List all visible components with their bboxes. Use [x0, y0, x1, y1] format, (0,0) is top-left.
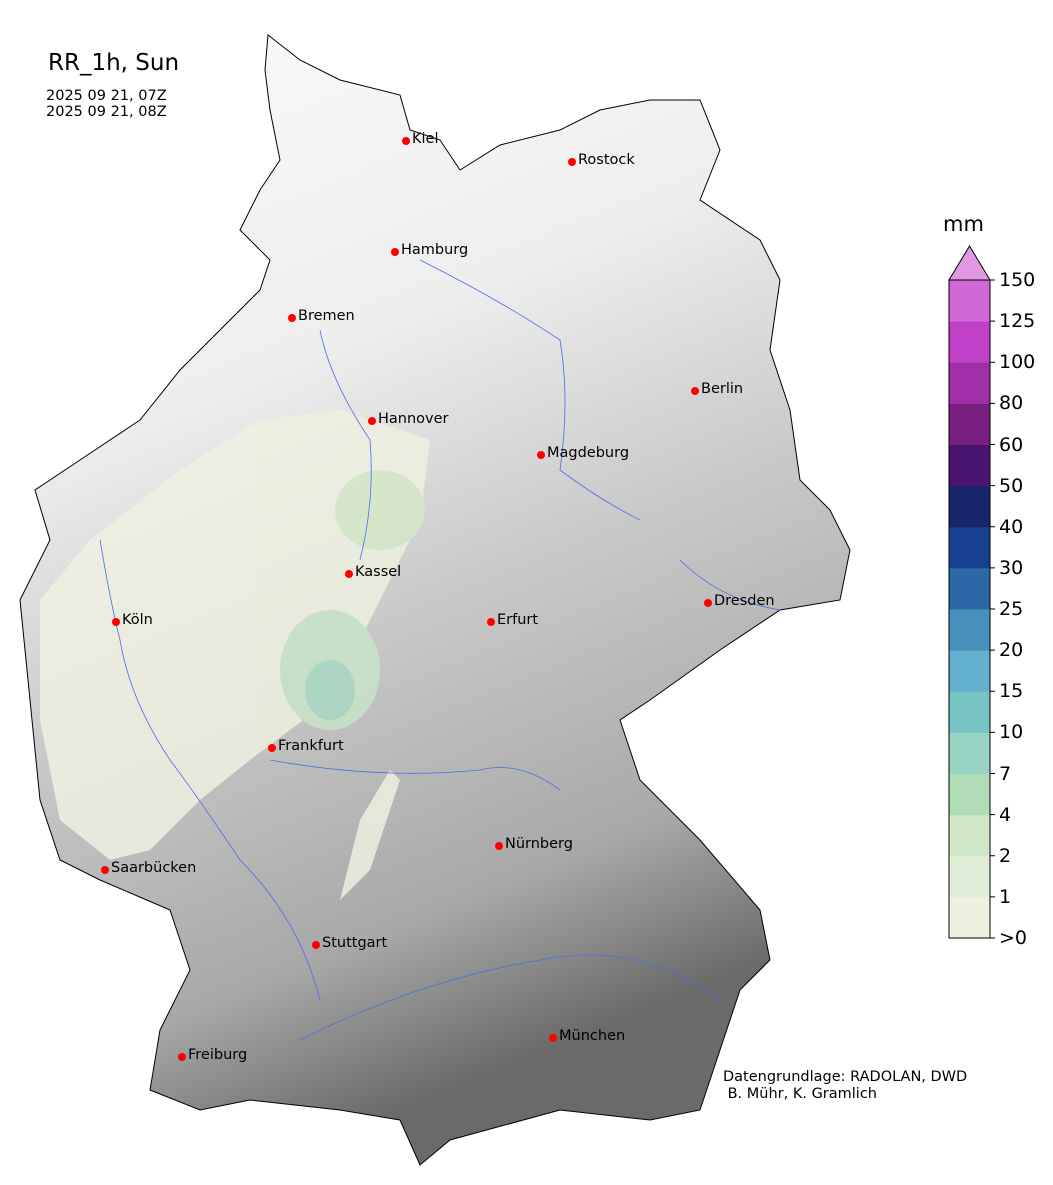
map-title: RR_1h, Sun: [48, 50, 180, 76]
colorbar-tick-label: 125: [999, 310, 1036, 333]
colorbar-tick-label: 2: [999, 844, 1012, 867]
colorbar-tick-label: 7: [999, 762, 1012, 785]
city-dot: [345, 570, 353, 578]
colorbar-segment: [949, 362, 990, 404]
city-dot: [288, 314, 296, 322]
city-label: Köln: [122, 612, 153, 628]
city-label: München: [559, 1028, 626, 1044]
city-dot: [402, 137, 410, 145]
colorbar-segment: [949, 280, 990, 322]
city-label: Erfurt: [497, 612, 539, 628]
colorbar-segment: [949, 855, 990, 898]
city-label: Kassel: [355, 564, 402, 580]
colorbar-tick-label: 60: [999, 433, 1024, 456]
city-dot: [549, 1034, 557, 1042]
colorbar-tick-label: 150: [999, 269, 1036, 291]
rivers: [99, 259, 781, 1041]
colorbar-segment: [949, 444, 990, 487]
colorbar-segment: [949, 691, 990, 733]
credit-text: Datengrundlage: RADOLAN, DWD B. Mühr, K.…: [723, 1069, 968, 1102]
city-dot: [178, 1053, 186, 1061]
city-label: Magdeburg: [547, 445, 630, 461]
colorbar-segment: [949, 896, 990, 939]
city-label: Hannover: [378, 411, 449, 427]
city-dot: [487, 618, 495, 626]
colorbar-segment: [949, 526, 990, 569]
colorbar-segment: [949, 403, 990, 445]
colorbar-tick-label: 25: [999, 598, 1024, 620]
city-dot: [101, 866, 109, 874]
colorbar-tick-label: 4: [999, 803, 1012, 826]
city-label: Hamburg: [401, 242, 469, 258]
colorbar-frame: [948, 279, 991, 939]
city-dot: [268, 744, 276, 752]
city-label: Rostock: [578, 152, 635, 168]
city-label: Nürnberg: [505, 836, 573, 852]
colorbar-tick-label: 100: [999, 351, 1036, 374]
city-label: Freiburg: [188, 1047, 248, 1063]
colorbar-tick-label: 30: [999, 556, 1024, 579]
city-dot: [537, 451, 545, 459]
city-label: Kiel: [412, 131, 439, 147]
colorbar-segment: [949, 321, 990, 363]
precipitation-areas: [40, 410, 430, 900]
colorbar-segment: [949, 732, 990, 774]
city-label: Frankfurt: [278, 738, 344, 754]
colorbar-tick-label: 40: [999, 515, 1024, 538]
colorbar-extend-arrow: [948, 245, 991, 281]
city-label: Dresden: [714, 593, 775, 609]
city-dot: [391, 248, 399, 256]
colorbar-tick-label: 10: [999, 721, 1024, 744]
city-label: Bremen: [298, 308, 355, 324]
colorbar-tick-label: 20: [999, 639, 1024, 662]
time-start: 2025 09 21, 07Z: [46, 88, 167, 104]
colorbar-tick-label: >0: [999, 927, 1028, 949]
city-dot: [704, 599, 712, 607]
city-dot: [312, 941, 320, 949]
city-dot: [691, 387, 699, 395]
colorbar-segment: [949, 609, 990, 651]
colorbar-segment: [949, 814, 990, 857]
colorbar-tick-label: 80: [999, 392, 1024, 415]
city-dot: [568, 158, 576, 166]
colorbar-tick-label: 1: [999, 885, 1012, 908]
colorbar-segment: [949, 650, 990, 692]
colorbar-segment: [949, 485, 990, 528]
city-dot: [495, 842, 503, 850]
city-label: Berlin: [701, 381, 744, 397]
colorbar-unit: mm: [943, 212, 984, 236]
colorbar-segment: [949, 567, 990, 610]
city-label: Saarbücken: [111, 860, 197, 876]
time-end: 2025 09 21, 08Z: [46, 104, 167, 120]
colorbar-segment: [949, 773, 990, 816]
city-dot: [112, 618, 120, 626]
colorbar-tick-label: 50: [999, 474, 1024, 497]
city-label: Stuttgart: [322, 935, 388, 951]
city-dot: [368, 417, 376, 425]
colorbar-tick-label: 15: [999, 680, 1024, 703]
